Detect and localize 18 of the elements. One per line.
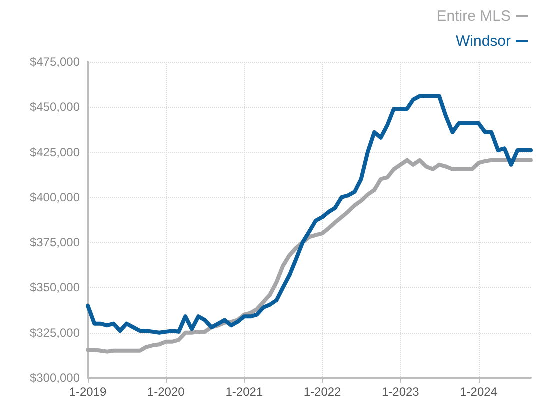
- x-tick-label: 1-2019: [69, 385, 108, 399]
- y-tick-label: $400,000: [30, 190, 80, 204]
- x-tick-label: 1-2022: [304, 385, 342, 399]
- y-tick-label: $475,000: [30, 55, 80, 69]
- y-tick-label: $450,000: [30, 100, 80, 114]
- legend-label: Entire MLS: [436, 8, 511, 25]
- y-tick-label: $350,000: [30, 280, 80, 295]
- line-series: [86, 94, 533, 335]
- y-tick-label: $300,000: [30, 371, 80, 385]
- y-tick-label: $375,000: [30, 236, 80, 250]
- legend-label: Windsor: [456, 33, 511, 50]
- line-series: [86, 158, 533, 354]
- x-tick-label: 1-2023: [382, 385, 420, 399]
- y-tick-label: $425,000: [30, 145, 80, 160]
- y-tick-label: $325,000: [30, 326, 80, 340]
- x-tick-label: 1-2020: [147, 385, 186, 399]
- x-tick-label: 1-2021: [226, 385, 264, 399]
- x-tick-label: 1-2024: [460, 385, 498, 399]
